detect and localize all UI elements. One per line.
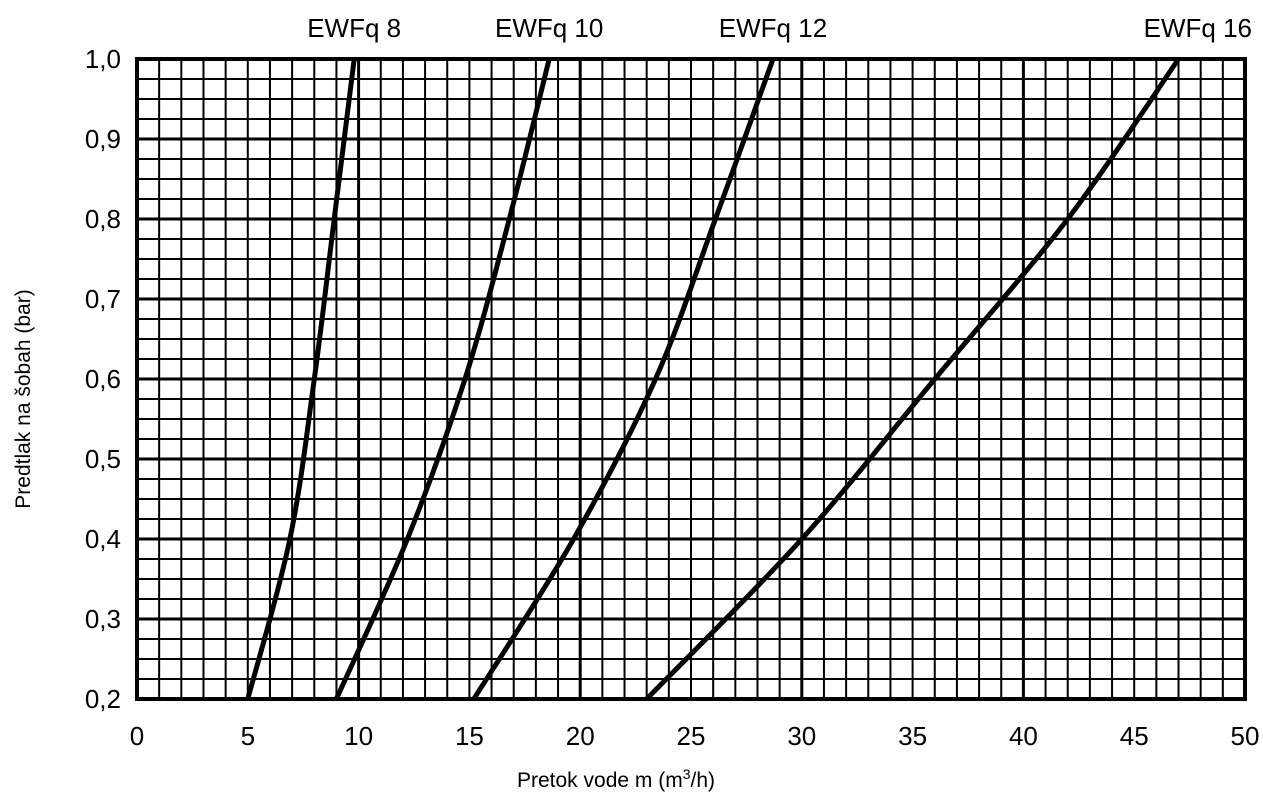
x-axis-title-superscript: 3 (683, 766, 691, 782)
x-tick-labels: 0 5 10 15 20 25 30 35 40 45 50 (130, 721, 1260, 751)
y-tick-label: 1,0 (85, 44, 121, 74)
y-tick-label: 0,6 (85, 364, 121, 394)
x-tick-label: 30 (787, 721, 816, 751)
x-axis-title-main: Pretok vode m (m (517, 769, 683, 792)
x-tick-label: 20 (566, 721, 595, 751)
x-axis-title-tail: /h) (691, 769, 716, 792)
y-tick-label: 0,8 (85, 204, 121, 234)
x-tick-label: 10 (344, 721, 373, 751)
y-tick-labels: 0,2 0,3 0,4 0,5 0,6 0,7 0,8 0,9 1,0 (85, 44, 121, 714)
x-tick-label: 0 (130, 721, 144, 751)
y-tick-label: 0,9 (85, 124, 121, 154)
series-line-ewfq-8 (245, 58, 357, 700)
series-line-ewfq-16 (644, 57, 1181, 701)
series-label-ewfq-10: EWFq 10 (495, 13, 603, 43)
series-label-ewfq-16: EWFq 16 (1144, 13, 1252, 43)
x-tick-label: 35 (898, 721, 927, 751)
series-labels: EWFq 8 EWFq 10 EWFq 12 EWFq 16 (307, 13, 1252, 43)
plot-frame (135, 57, 1247, 701)
y-axis-title: Predtlak na šobah (bar) (12, 289, 35, 508)
x-tick-label: 25 (677, 721, 706, 751)
x-axis-title: Pretok vode m (m3/h) (517, 766, 715, 792)
y-tick-label: 0,3 (85, 604, 121, 634)
x-tick-label: 15 (455, 721, 484, 751)
y-tick-label: 0,4 (85, 524, 121, 554)
series-label-ewfq-12: EWFq 12 (719, 13, 827, 43)
x-tick-label: 45 (1120, 721, 1149, 751)
x-tick-label: 40 (1009, 721, 1038, 751)
series-line-ewfq-12 (471, 58, 776, 701)
y-tick-label: 0,2 (85, 684, 121, 714)
series-line-ewfq-10 (334, 58, 552, 701)
series-label-ewfq-8: EWFq 8 (307, 13, 401, 43)
y-tick-label: 0,7 (85, 284, 121, 314)
x-tick-label: 50 (1231, 721, 1260, 751)
x-tick-label: 5 (241, 721, 255, 751)
series-group (245, 57, 1181, 701)
y-tick-label: 0,5 (85, 444, 121, 474)
